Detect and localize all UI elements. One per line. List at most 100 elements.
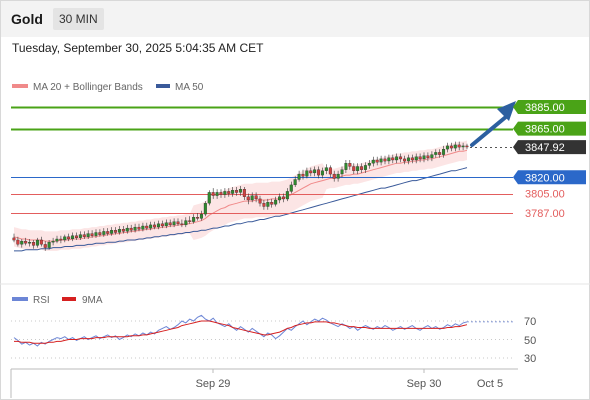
candle [98,232,102,235]
price-layer: 3885.00 3865.00 3847.92 3820.00 3805.00 3787.… [11,100,586,252]
candle [153,224,157,228]
candle [176,221,180,225]
candle [297,173,301,180]
candle [145,225,149,229]
candle [242,189,246,197]
price-tag-label: 3787.00 [525,208,565,220]
rsi-legend-label: RSI [33,295,50,306]
candle [71,235,75,240]
candle [352,166,356,171]
price-tag-label: 3820.00 [525,172,565,184]
candle [305,170,309,177]
timestamp: Tuesday, September 30, 2025 5:04:35 AM C… [12,41,264,55]
rsi-tick-label: 70 [524,316,536,328]
candle [164,222,168,227]
candle [203,203,207,215]
candle [422,155,426,160]
trend-arrow-head [497,101,516,121]
candle [348,163,352,167]
ma20-legend-swatch [12,84,28,88]
candle [47,242,51,248]
candle [235,190,239,193]
candle [168,222,172,226]
candle [270,202,274,205]
candle [406,157,410,162]
candle [445,145,449,150]
candle [258,198,262,204]
timeframe-badge[interactable]: 30 MIN [53,8,104,30]
candle [227,191,231,194]
candle [114,230,118,233]
x-tick-label: Oct 5 [477,378,503,390]
candle [172,221,176,226]
candle [192,217,196,222]
x-tick-label: Sep 30 [407,378,442,390]
candle [196,217,200,219]
candle [434,152,438,155]
rsi-ma-line [14,320,468,344]
candle [106,231,110,234]
candle [274,199,278,205]
candle [414,156,418,161]
symbol-title: Gold [11,11,43,27]
rsi-line [13,314,468,347]
candle [309,170,313,174]
ma50-line [14,167,468,252]
ma50-legend-label: MA 50 [175,82,204,93]
price-tag-label: 3805.00 [525,189,565,201]
header-bar: Gold 30 MIN [1,1,589,37]
candle [16,239,20,245]
price-tag [513,170,586,185]
candle [430,154,434,158]
candle [246,196,250,201]
candle [336,173,340,179]
candle [383,158,387,162]
rsi-tick-label: 30 [524,353,536,365]
ma9-legend-label: 9MA [82,295,103,306]
candle [32,242,36,246]
price-tag [513,100,586,114]
candle [141,225,145,230]
candle [387,157,391,162]
candle [102,231,106,235]
candle [129,227,133,231]
candle [266,202,270,207]
candle [35,239,39,246]
rsi-legend-swatch [12,297,28,301]
candle [317,169,321,176]
price-tag-label: 3847.92 [525,142,565,154]
rsi-layer [11,314,515,359]
candle [43,244,47,248]
candle [356,166,360,171]
candle [301,173,305,177]
candle [453,144,457,149]
candle [231,190,235,194]
candle [219,192,223,195]
candle [59,238,63,241]
candle [156,223,160,228]
price-tag [513,121,586,136]
candle [391,157,395,161]
trend-arrow-shaft [470,114,509,147]
candle [180,223,184,226]
candle [90,233,94,236]
candle [39,239,43,245]
candle [67,236,71,240]
rsi-tick-label: 50 [524,335,536,347]
candle [188,220,192,222]
candle [12,237,16,241]
candle [399,156,403,160]
candle [438,152,442,155]
candle [285,191,289,200]
price-tag-label: 3885.00 [525,102,565,114]
candle [51,240,55,243]
candle [215,192,219,196]
candle [110,230,114,234]
candle [457,144,461,148]
candle [78,234,82,238]
candle [360,166,364,170]
candle [449,145,453,149]
candle [320,170,324,176]
ma20-line [13,149,468,242]
